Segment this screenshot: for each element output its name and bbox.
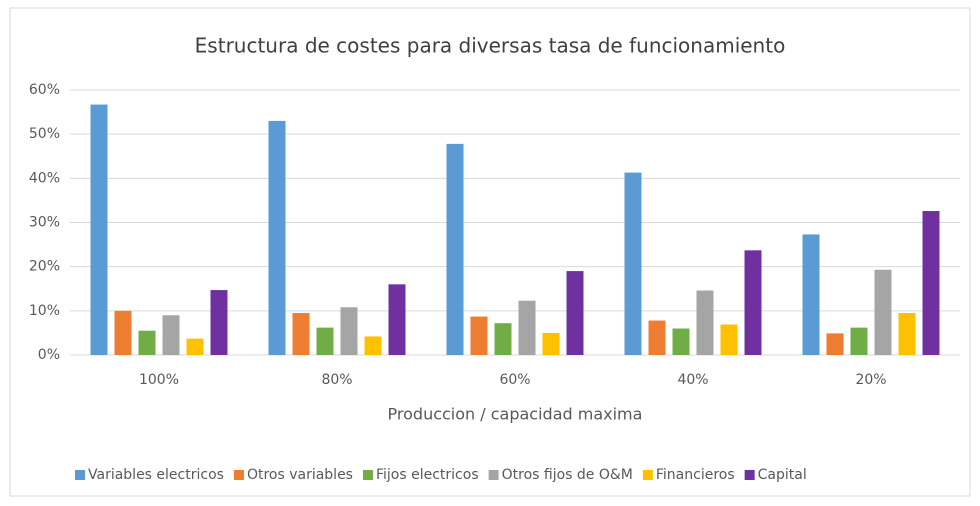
bar — [542, 332, 560, 355]
bar — [696, 290, 714, 355]
bar — [874, 269, 892, 355]
chart-title: Estructura de costes para diversas tasa … — [195, 34, 786, 58]
legend-label: Fijos electricos — [376, 467, 479, 483]
x-tick-label: 80% — [321, 372, 352, 388]
y-tick-label: 30% — [29, 215, 60, 231]
x-tick-label: 40% — [677, 372, 708, 388]
legend-label: Otros fijos de O&M — [502, 467, 633, 483]
bar — [744, 250, 762, 355]
bar — [138, 330, 156, 355]
y-tick-label: 0% — [38, 347, 60, 363]
bar — [340, 307, 358, 355]
bar — [494, 323, 512, 355]
x-tick-label: 100% — [139, 372, 179, 388]
bar — [720, 324, 738, 355]
legend-label: Variables electricos — [88, 467, 224, 483]
x-axis-title: Produccion / capacidad maxima — [388, 405, 643, 424]
bar — [210, 290, 228, 355]
bar — [114, 310, 132, 355]
bar — [826, 333, 844, 355]
bar — [292, 313, 310, 355]
bar — [90, 104, 108, 355]
legend-swatch — [362, 470, 373, 480]
legend-swatch — [642, 470, 653, 480]
legend-label: Capital — [758, 467, 807, 483]
legend-swatch — [744, 470, 755, 480]
x-tick-label: 60% — [499, 372, 530, 388]
x-tick-label: 20% — [855, 372, 886, 388]
bar — [186, 338, 204, 355]
y-tick-label: 50% — [29, 126, 60, 142]
legend-swatch — [75, 470, 85, 480]
y-tick-label: 40% — [29, 170, 60, 186]
bar — [566, 271, 584, 355]
y-tick-label: 20% — [29, 259, 60, 275]
bar — [922, 211, 940, 355]
bar — [162, 315, 180, 355]
bar — [624, 172, 642, 355]
legend-label: Otros variables — [247, 467, 353, 483]
bar — [802, 234, 820, 355]
bar — [518, 300, 536, 355]
legend-swatch — [488, 470, 499, 480]
bar — [388, 284, 406, 355]
bar — [648, 320, 666, 355]
bar — [316, 327, 334, 355]
legend-label: Financieros — [656, 467, 735, 483]
bar — [268, 120, 286, 356]
y-tick-label: 10% — [29, 303, 60, 319]
bar — [672, 328, 690, 355]
bar — [470, 316, 488, 355]
bar — [850, 327, 868, 355]
bar — [446, 143, 464, 355]
bar — [364, 336, 382, 355]
legend-swatch — [233, 470, 244, 480]
y-tick-label: 60% — [29, 82, 60, 98]
bar — [898, 313, 916, 355]
